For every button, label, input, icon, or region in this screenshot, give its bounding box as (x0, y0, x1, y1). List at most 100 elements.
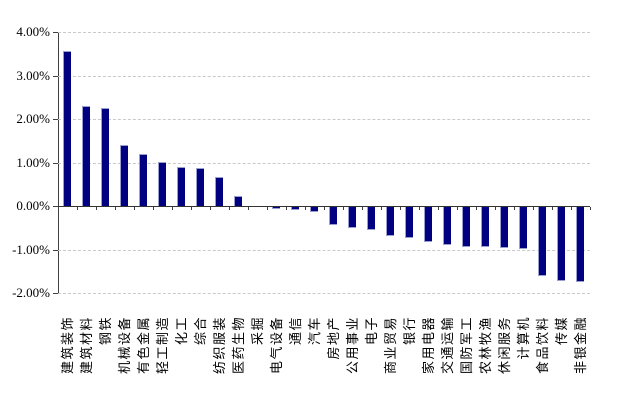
x-axis-label: 纺织服装 (211, 316, 227, 375)
y-axis-label: 2.00% (16, 111, 50, 126)
category-boundary-tick (77, 207, 78, 210)
gridline (58, 76, 590, 77)
category-boundary-tick (210, 207, 211, 210)
x-axis-label: 房地产 (325, 316, 341, 360)
x-axis-label: 综合 (192, 316, 208, 346)
bar (348, 207, 356, 228)
x-axis-label: 交通运输 (439, 316, 455, 375)
category-boundary-tick (362, 207, 363, 210)
x-axis-label: 食品饮料 (534, 316, 550, 375)
x-axis-label: 轻工制造 (154, 316, 170, 375)
category-boundary-tick (191, 207, 192, 210)
category-boundary-tick (96, 207, 97, 210)
category-boundary-tick (153, 207, 154, 210)
bar (386, 207, 394, 236)
bar (367, 207, 375, 230)
y-axis-label: 1.00% (16, 155, 50, 170)
category-boundary-tick (134, 207, 135, 210)
bar (519, 207, 527, 249)
bar (576, 207, 584, 282)
x-axis-label: 有色金属 (135, 316, 151, 375)
x-axis-label: 建筑装饰 (59, 316, 75, 375)
bar (424, 207, 432, 242)
y-axis-label: -2.00% (12, 285, 50, 300)
category-boundary-tick (267, 207, 268, 210)
bar (272, 207, 280, 209)
category-boundary-tick (457, 207, 458, 210)
category-boundary-tick (400, 207, 401, 210)
x-axis-label: 电气设备 (268, 316, 284, 375)
y-axis-tick (53, 119, 58, 120)
gridline (58, 293, 590, 294)
bar (291, 207, 299, 210)
bar (443, 207, 451, 245)
x-axis-label: 公用事业 (344, 316, 360, 375)
bar (158, 162, 166, 206)
x-axis-label: 银行 (401, 316, 417, 346)
y-axis-label: -1.00% (12, 242, 50, 257)
y-axis-tick (53, 76, 58, 77)
x-axis-label: 非银金融 (572, 316, 588, 375)
category-boundary-tick (571, 207, 572, 210)
x-axis-label: 电子 (363, 316, 379, 346)
category-boundary-tick (419, 207, 420, 210)
category-boundary-tick (286, 207, 287, 210)
x-axis-label: 医药生物 (230, 316, 246, 375)
category-boundary-tick (324, 207, 325, 210)
y-axis-tick (53, 163, 58, 164)
category-boundary-tick (172, 207, 173, 210)
y-axis-tick (53, 293, 58, 294)
gridline (58, 250, 590, 251)
bar (177, 167, 185, 206)
gridline (58, 32, 590, 33)
x-axis-label: 化工 (173, 316, 189, 346)
bar (120, 145, 128, 206)
category-boundary-tick (115, 207, 116, 210)
bar (557, 207, 565, 281)
category-boundary-tick (514, 207, 515, 210)
x-axis-label: 休闲服务 (496, 316, 512, 375)
bar (101, 108, 109, 206)
bar (215, 177, 223, 206)
x-axis-label: 汽车 (306, 316, 322, 346)
category-boundary-tick (229, 207, 230, 210)
bar (139, 154, 147, 206)
bar (196, 168, 204, 206)
x-axis-label: 传媒 (553, 316, 569, 346)
category-boundary-tick (248, 207, 249, 210)
x-axis-label: 计算机 (515, 316, 531, 360)
gridline (58, 163, 590, 164)
y-axis-tick (53, 206, 58, 207)
y-axis-tick (53, 250, 58, 251)
y-axis-label: 3.00% (16, 68, 50, 83)
category-boundary-tick (58, 207, 59, 210)
bar (234, 196, 242, 206)
category-boundary-tick (438, 207, 439, 210)
x-axis-label: 商业贸易 (382, 316, 398, 375)
x-axis-label: 建筑材料 (78, 316, 94, 375)
category-boundary-tick (495, 207, 496, 210)
x-axis-label: 国防军工 (458, 316, 474, 375)
category-boundary-tick (343, 207, 344, 210)
bar (63, 51, 71, 206)
x-axis-label: 钢铁 (97, 316, 113, 346)
x-axis-label: 采掘 (249, 316, 265, 346)
x-axis-label: 农林牧渔 (477, 316, 493, 375)
category-boundary-tick (476, 207, 477, 210)
bar (481, 207, 489, 247)
bar (462, 207, 470, 247)
x-axis-label: 通信 (287, 316, 303, 346)
bar (82, 106, 90, 206)
category-boundary-tick (305, 207, 306, 210)
bar (500, 207, 508, 248)
category-boundary-tick (590, 207, 591, 210)
bar (329, 207, 337, 225)
gridline (58, 119, 590, 120)
bar (310, 207, 318, 212)
zero-baseline (58, 206, 590, 207)
bar (405, 207, 413, 238)
y-axis-label: 0.00% (16, 198, 50, 213)
category-boundary-tick (533, 207, 534, 210)
category-boundary-tick (381, 207, 382, 210)
